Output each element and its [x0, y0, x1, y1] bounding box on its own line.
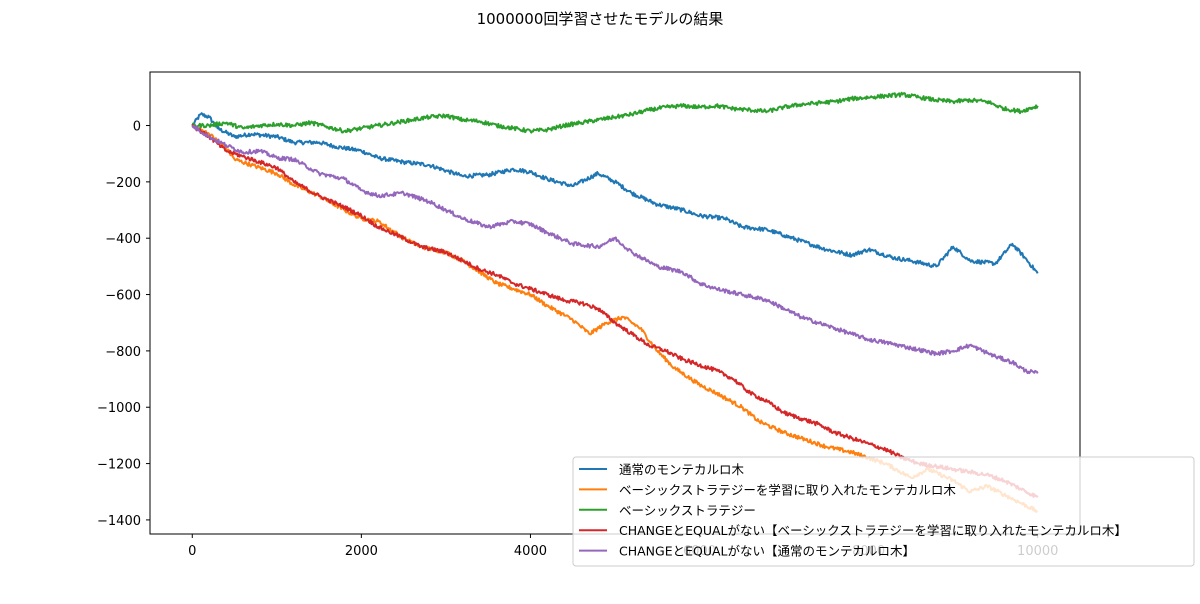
- y-tick-label: −1200: [97, 458, 141, 473]
- series-line-4: [191, 124, 1039, 498]
- plot-area: [191, 91, 1039, 513]
- y-tick-label: 0: [133, 120, 141, 135]
- y-tick-label: −200: [105, 176, 141, 191]
- y-tick-label: −1000: [97, 401, 141, 416]
- y-tick-label: −400: [105, 232, 141, 247]
- legend-label: CHANGEとEQUALがない【ベーシックストラテジーを学習に取り入れたモンテカ…: [619, 523, 1127, 538]
- y-axis: 0 −200 −400 −600 −800 −1000 −1200 −1400: [97, 120, 150, 529]
- y-tick-label: −600: [105, 289, 141, 304]
- legend-label: 通常のモンテカルロ木: [619, 462, 745, 477]
- x-tick-label: 0: [188, 544, 196, 559]
- series-line-1: [191, 112, 1039, 274]
- chart-title: 1000000回学習させたモデルの結果: [477, 10, 724, 28]
- legend-label: ベーシックストラテジー: [619, 503, 756, 518]
- y-tick-label: −800: [105, 345, 141, 360]
- legend-box: [572, 456, 1195, 567]
- series-line-3: [191, 91, 1039, 134]
- x-tick-label: 2000: [345, 544, 378, 559]
- x-tick-label: 4000: [514, 544, 547, 559]
- legend: 通常のモンテカルロ木ベーシックストラテジーを学習に取り入れたモンテカルロ木ベーシ…: [572, 456, 1195, 567]
- legend-label: ベーシックストラテジーを学習に取り入れたモンテカルロ木: [619, 482, 956, 497]
- series-line-5: [191, 124, 1039, 375]
- legend-label: CHANGEとEQUALがない【通常のモンテカルロ木】: [619, 544, 915, 559]
- y-tick-label: −1400: [97, 514, 141, 529]
